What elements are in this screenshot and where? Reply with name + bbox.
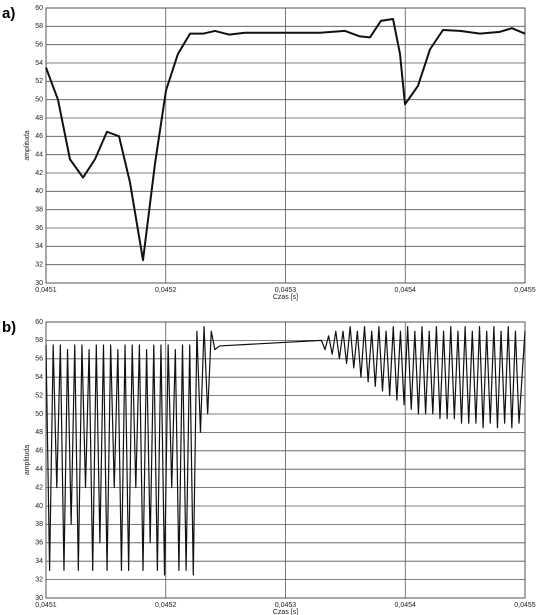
y-tick-label: 46	[35, 133, 43, 140]
y-tick-label: 42	[35, 484, 43, 491]
x-tick-label: 0,0452	[155, 287, 177, 294]
y-tick-label: 44	[35, 152, 43, 159]
panel-label: a)	[2, 5, 15, 22]
y-tick-label: 48	[35, 115, 43, 122]
y-tick-label: 60	[35, 319, 43, 326]
y-tick-label: 30	[35, 595, 43, 602]
y-tick-label: 38	[35, 207, 43, 214]
panel-label: b)	[2, 319, 16, 336]
x-axis-label: Czas [s]	[273, 294, 298, 301]
x-tick-label: 0,0451	[35, 602, 57, 609]
y-tick-label: 56	[35, 356, 43, 363]
y-tick-label: 46	[35, 448, 43, 455]
y-tick-label: 60	[35, 5, 43, 12]
y-tick-label: 54	[35, 60, 43, 67]
x-tick-label: 0,0453	[275, 287, 297, 294]
y-tick-label: 34	[35, 243, 43, 250]
y-tick-label: 52	[35, 392, 43, 399]
x-tick-label: 0,0455	[514, 602, 536, 609]
x-tick-label: 0,0453	[275, 602, 297, 609]
y-tick-label: 48	[35, 429, 43, 436]
x-tick-label: 0,0455	[514, 287, 536, 294]
y-tick-label: 40	[35, 503, 43, 510]
y-tick-label: 32	[35, 576, 43, 583]
y-tick-label: 56	[35, 42, 43, 49]
x-tick-label: 0,0454	[395, 602, 417, 609]
y-tick-label: 50	[35, 97, 43, 104]
data-line	[45, 326, 526, 576]
y-tick-label: 36	[35, 225, 43, 232]
y-tick-label: 44	[35, 466, 43, 473]
y-tick-label: 40	[35, 188, 43, 195]
data-line	[45, 18, 526, 262]
y-tick-label: 36	[35, 540, 43, 547]
x-tick-label: 0,0452	[155, 602, 177, 609]
y-tick-label: 42	[35, 170, 43, 177]
y-tick-label: 38	[35, 521, 43, 528]
y-tick-label: 54	[35, 374, 43, 381]
y-tick-label: 52	[35, 78, 43, 85]
y-tick-label: 30	[35, 280, 43, 287]
x-axis-label: Czas [s]	[273, 609, 298, 615]
y-tick-label: 34	[35, 558, 43, 565]
y-tick-label: 50	[35, 411, 43, 418]
y-tick-label: 58	[35, 23, 43, 30]
y-axis-label: amplituda	[24, 445, 31, 475]
x-tick-label: 0,0451	[35, 287, 57, 294]
y-tick-label: 32	[35, 262, 43, 269]
y-axis-label: amplituda	[24, 130, 31, 160]
x-tick-label: 0,0454	[395, 287, 417, 294]
y-tick-label: 58	[35, 337, 43, 344]
